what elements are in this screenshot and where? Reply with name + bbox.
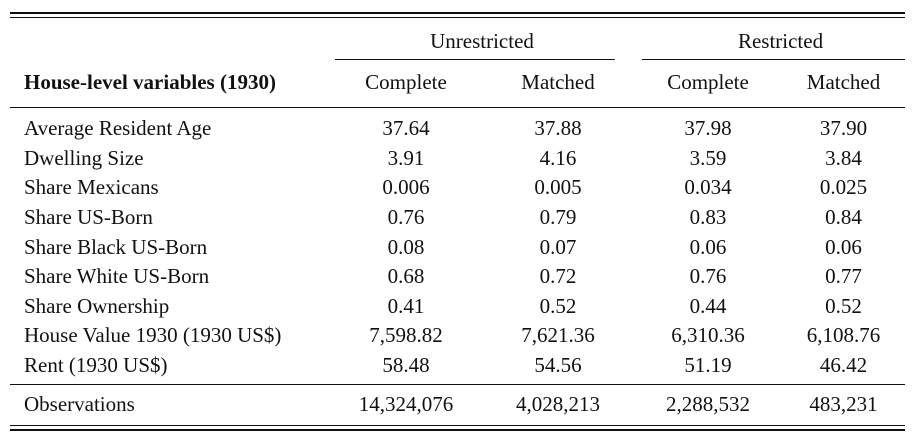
table-row: Dwelling Size 3.91 4.16 3.59 3.84 (10, 144, 905, 174)
table-cell: 46.42 (819, 353, 868, 378)
table-cell: 7,598.82 (369, 323, 443, 348)
group-header-spacer (10, 24, 330, 58)
table-cell: 37.64 (382, 116, 430, 141)
table-cell: 6,108.76 (806, 323, 881, 348)
top-rule-outer (10, 12, 905, 14)
table-cell: 51.19 (684, 353, 732, 378)
table-row: House Value 1930 (1930 US$) 7,598.82 7,6… (10, 321, 905, 351)
table-cell: 0.84 (825, 205, 862, 230)
row-label: Dwelling Size (24, 145, 144, 170)
top-rule-inner (10, 17, 905, 18)
row-label: Share Ownership (24, 293, 170, 318)
bottom-rule-outer (10, 429, 905, 431)
table-cell: 0.76 (689, 264, 727, 289)
table-cell: 7,621.36 (521, 323, 595, 348)
unrestricted-header: Unrestricted (430, 28, 534, 53)
summary-statistics-table: Unrestricted Restricted House-level vari… (10, 24, 905, 422)
row-header-label: House-level variables (1930) (24, 69, 276, 94)
row-label: Rent (1930 US$) (24, 353, 168, 378)
table-cell: 6,310.36 (671, 323, 745, 348)
table-row: Rent (1930 US$) 58.48 54.56 51.19 46.42 (10, 351, 905, 381)
table-cell: 37.88 (534, 116, 582, 141)
observations-row: Observations 14,324,076 4,028,213 2,288,… (10, 386, 905, 422)
row-label: House Value 1930 (1930 US$) (24, 323, 282, 348)
row-label: Share US-Born (24, 205, 153, 230)
row-label: Share Black US-Born (24, 234, 208, 259)
table-cell: 3.91 (387, 145, 425, 170)
table-cell: 37.90 (819, 116, 868, 141)
table-cell: 37.98 (684, 116, 732, 141)
table-cell: 0.41 (387, 293, 425, 318)
table-cell: 0.44 (689, 293, 727, 318)
observations-cell: 4,028,213 (516, 391, 600, 416)
table-cell: 4.16 (539, 145, 577, 170)
group-header-row: Unrestricted Restricted (10, 24, 905, 58)
observations-cell: 483,231 (809, 391, 878, 416)
restricted-header: Restricted (737, 28, 824, 53)
table-cell: 0.76 (387, 205, 425, 230)
table-row: Share White US-Born 0.68 0.72 0.76 0.77 (10, 262, 905, 292)
table-cell: 0.06 (689, 234, 727, 259)
table-cell: 0.79 (539, 205, 577, 230)
table-cell: 3.59 (689, 145, 727, 170)
row-label: Average Resident Age (24, 116, 212, 141)
table-cell: 0.06 (825, 234, 862, 259)
table-row: Share Ownership 0.41 0.52 0.44 0.52 (10, 292, 905, 322)
table-cell: 0.52 (825, 293, 862, 318)
table-cell: 0.07 (539, 234, 577, 259)
column-header-unrestricted-complete: Complete (365, 69, 447, 94)
table-cell: 0.034 (684, 175, 732, 200)
unrestricted-underline (335, 59, 615, 60)
table-cell: 0.83 (689, 205, 727, 230)
table-cell: 58.48 (382, 353, 430, 378)
bottom-rule-inner (10, 425, 905, 426)
table-cell: 0.52 (539, 293, 577, 318)
row-label: Share White US-Born (24, 264, 210, 289)
table-cell: 0.025 (819, 175, 868, 200)
observations-label: Observations (24, 391, 135, 416)
table-cell: 3.84 (825, 145, 862, 170)
table-cell: 0.005 (534, 175, 582, 200)
table-cell: 54.56 (534, 353, 582, 378)
table-cell: 0.08 (387, 234, 425, 259)
table-row: Share Black US-Born 0.08 0.07 0.06 0.06 (10, 232, 905, 262)
observations-rule (10, 384, 905, 385)
header-rule (10, 107, 905, 108)
row-label: Share Mexicans (24, 175, 159, 200)
table-cell: 0.006 (382, 175, 430, 200)
table-cell: 0.68 (387, 264, 425, 289)
column-header-unrestricted-matched: Matched (521, 69, 595, 94)
column-header-restricted-complete: Complete (667, 69, 749, 94)
restricted-underline (642, 59, 905, 60)
column-header-row: House-level variables (1930) Complete Ma… (10, 58, 905, 106)
table-row: Share US-Born 0.76 0.79 0.83 0.84 (10, 203, 905, 233)
table-cell: 0.77 (825, 264, 862, 289)
table-row: Share Mexicans 0.006 0.005 0.034 0.025 (10, 173, 905, 203)
table-cell: 0.72 (539, 264, 577, 289)
observations-cell: 2,288,532 (666, 391, 751, 416)
table-row: Average Resident Age 37.64 37.88 37.98 3… (10, 114, 905, 144)
column-header-restricted-matched: Matched (806, 69, 881, 94)
observations-cell: 14,324,076 (358, 391, 454, 416)
